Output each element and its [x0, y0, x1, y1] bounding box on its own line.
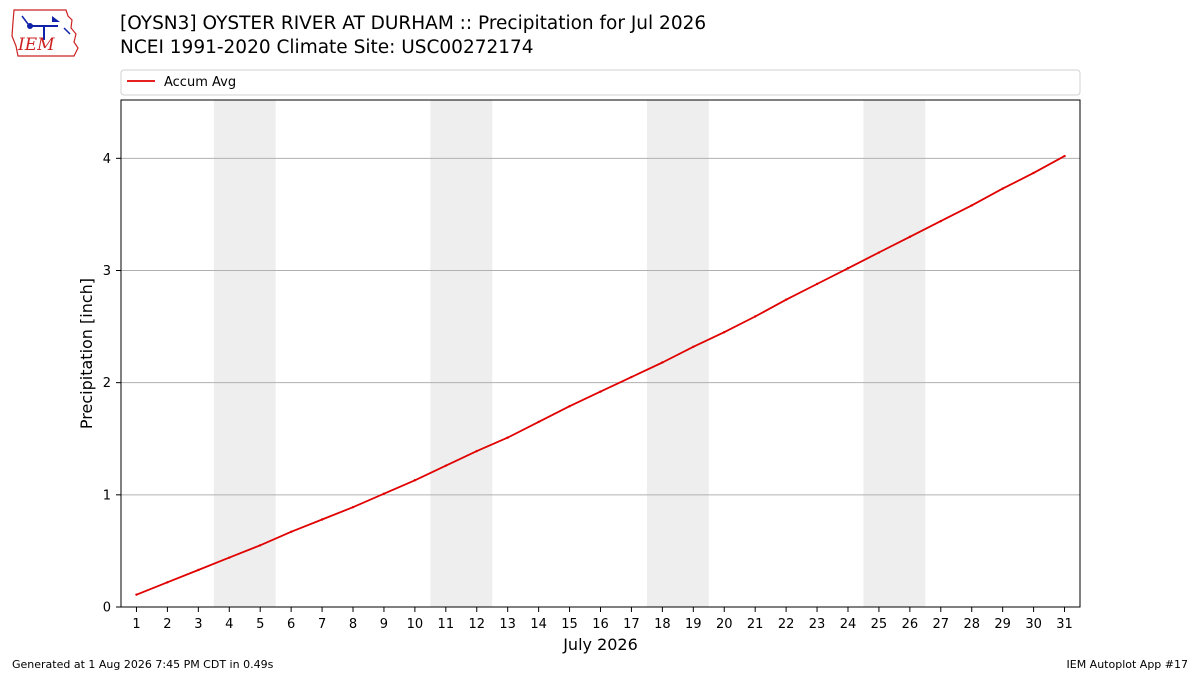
x-tick-label: 26 — [902, 617, 919, 632]
iowa-outline-icon — [11, 9, 79, 57]
x-tick-label: 4 — [225, 617, 233, 632]
data-point — [537, 420, 540, 424]
x-tick-label: 14 — [530, 617, 547, 632]
x-tick-label: 3 — [194, 617, 202, 632]
x-tick-label: 29 — [994, 617, 1011, 632]
weather-station-icon — [21, 15, 71, 40]
weekend-band — [646, 100, 709, 607]
data-point — [908, 235, 912, 239]
x-tick-label: 16 — [592, 617, 609, 632]
x-tick-label: 9 — [380, 617, 388, 632]
x-tick-label: 15 — [561, 617, 578, 632]
x-tick-label: 31 — [1056, 617, 1073, 632]
y-tick-label: 4 — [103, 152, 111, 167]
x-tick-label: 11 — [438, 617, 455, 632]
y-tick-label: 2 — [103, 376, 111, 391]
data-point — [753, 315, 757, 318]
x-tick-label: 23 — [809, 617, 826, 632]
legend-box — [120, 69, 1081, 96]
iem-logo: IEM — [11, 9, 79, 57]
data-point — [723, 330, 726, 334]
data-point — [289, 530, 293, 534]
data-point — [877, 251, 881, 254]
x-tick-label: 13 — [499, 617, 516, 632]
data-point — [939, 219, 942, 223]
data-point — [815, 282, 819, 286]
x-tick-label: 7 — [318, 617, 326, 632]
x-tick-label: 24 — [840, 617, 857, 632]
data-point — [630, 375, 633, 379]
chart-title-line2: NCEI 1991-2020 Climate Site: USC00272174 — [120, 37, 534, 58]
data-point — [1001, 187, 1004, 190]
data-point — [846, 267, 850, 270]
data-point — [1032, 171, 1035, 175]
x-tick-label: 5 — [256, 617, 264, 632]
x-tick-label: 8 — [349, 617, 357, 632]
data-point — [259, 544, 262, 547]
data-point — [444, 464, 448, 467]
x-tick-label: 17 — [623, 617, 640, 632]
chart-title: [OYSN3] OYSTER RIVER AT DURHAM :: Precip… — [120, 12, 706, 60]
x-tick-label: 28 — [963, 617, 980, 632]
logo-text: IEM — [17, 35, 55, 55]
x-tick-label: 21 — [747, 617, 764, 632]
x-tick-label: 1 — [132, 617, 140, 632]
data-point — [970, 204, 973, 207]
x-tick-label: 19 — [685, 617, 702, 632]
legend-label-accum-avg: Accum Avg — [164, 75, 236, 90]
x-tick-label: 2 — [163, 617, 171, 632]
data-point — [506, 436, 509, 439]
x-axis-label: July 2026 — [562, 635, 638, 654]
data-point — [382, 492, 386, 495]
weekend-band — [863, 100, 926, 607]
x-tick-label: 10 — [407, 617, 424, 632]
x-tick-label: 25 — [871, 617, 888, 632]
data-point — [413, 479, 417, 482]
x-tick-label: 20 — [716, 617, 733, 632]
y-axis-label: Precipitation [inch] — [77, 278, 96, 429]
x-tick-label: 30 — [1025, 617, 1042, 632]
data-point — [1063, 154, 1066, 158]
data-point — [661, 361, 664, 364]
data-point — [197, 568, 200, 572]
data-point — [475, 449, 478, 453]
chart-title-line1: [OYSN3] OYSTER RIVER AT DURHAM :: Precip… — [120, 13, 707, 34]
data-point — [692, 345, 695, 348]
data-point — [320, 518, 324, 521]
x-tick-label: 6 — [287, 617, 295, 632]
y-tick-label: 0 — [103, 601, 111, 616]
data-point — [351, 505, 355, 509]
data-point — [228, 556, 231, 559]
data-point — [784, 298, 788, 301]
y-tick-label: 3 — [103, 264, 111, 279]
x-tick-label: 18 — [654, 617, 671, 632]
x-tick-label: 27 — [933, 617, 950, 632]
x-tick-label: 12 — [468, 617, 485, 632]
data-point — [166, 581, 169, 584]
x-tick-label: 22 — [778, 617, 795, 632]
data-point — [568, 405, 571, 408]
app-footer: IEM Autoplot App #17 — [1066, 658, 1189, 671]
weekend-band — [213, 100, 276, 607]
weekend-band — [430, 100, 493, 607]
data-point — [599, 390, 602, 393]
y-tick-label: 1 — [103, 488, 111, 503]
generated-footer: Generated at 1 Aug 2026 7:45 PM CDT in 0… — [12, 658, 274, 671]
data-point — [135, 593, 138, 596]
